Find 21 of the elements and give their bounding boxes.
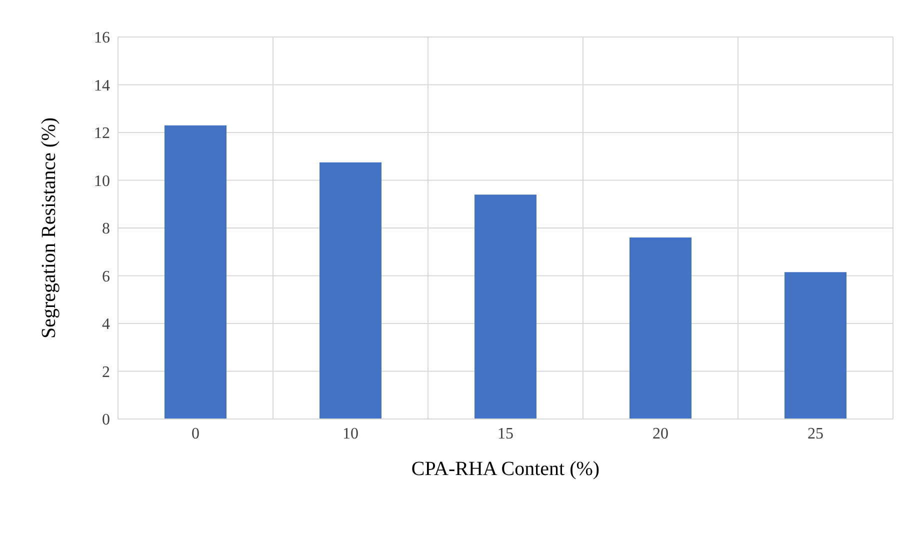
y-tick-label: 0 (102, 412, 110, 429)
y-tick-label: 2 (102, 364, 110, 381)
x-tick-label: 15 (498, 425, 514, 442)
x-tick-label: 20 (652, 425, 668, 442)
x-tick-label: 0 (192, 425, 200, 442)
x-axis-title: CPA-RHA Content (%) (411, 458, 600, 480)
x-tick-label: 10 (342, 425, 358, 442)
y-tick-label: 14 (94, 77, 110, 94)
y-tick-label: 12 (94, 125, 110, 142)
x-tick-label: 25 (808, 425, 824, 442)
bar (164, 125, 226, 419)
bar (784, 272, 846, 419)
bar (320, 162, 382, 419)
y-axis-title: Segregation Resistance (%) (38, 117, 60, 339)
bar (474, 194, 536, 419)
y-tick-label: 6 (102, 268, 110, 286)
y-tick-label: 8 (102, 220, 110, 238)
y-tick-label: 16 (94, 30, 110, 47)
y-tick-label: 4 (102, 316, 110, 334)
bar (630, 238, 692, 419)
y-tick-label: 10 (94, 172, 110, 190)
